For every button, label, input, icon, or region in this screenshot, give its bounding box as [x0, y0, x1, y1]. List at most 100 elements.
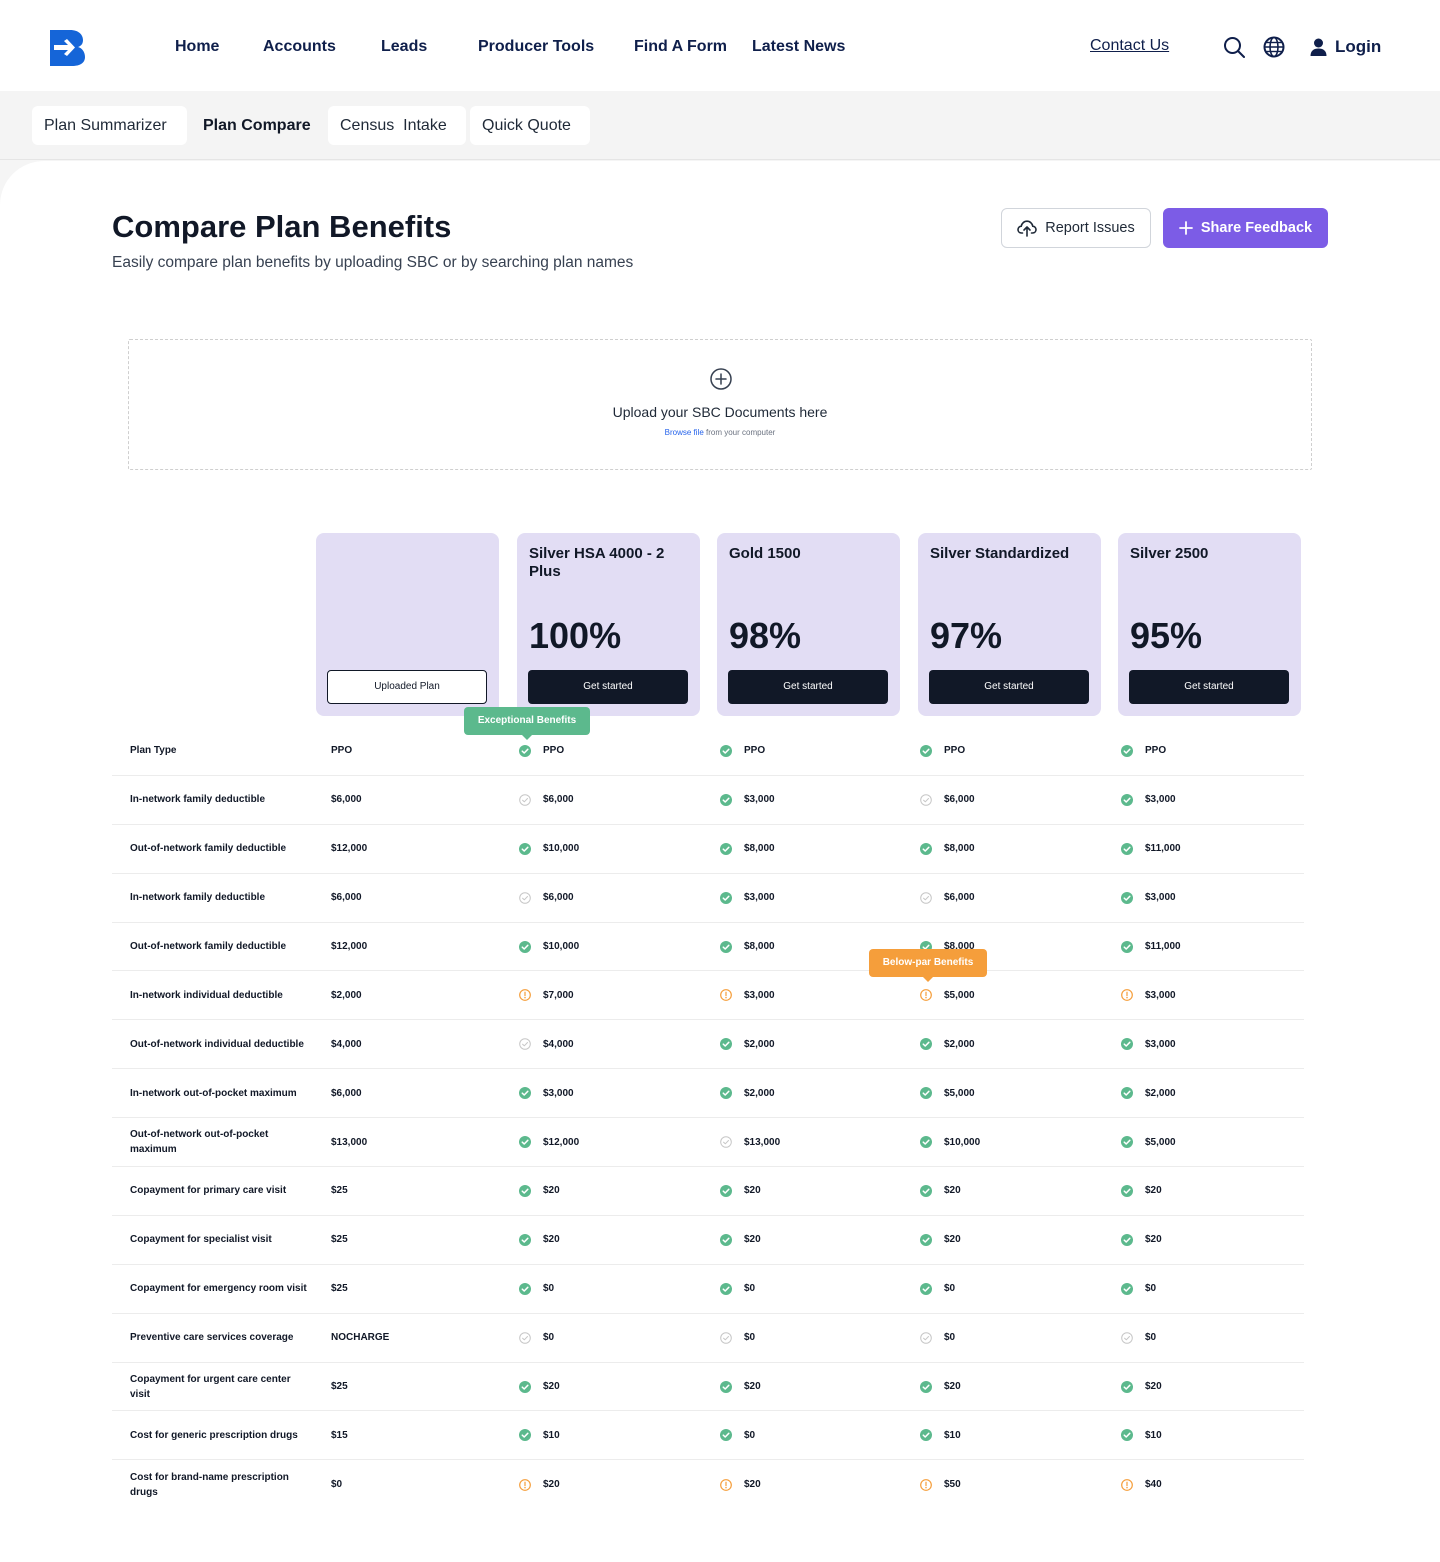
plan-value: $5,000: [944, 1087, 975, 1099]
plan-value: $3,000: [744, 989, 775, 1001]
plan-value: $8,000: [744, 843, 775, 855]
nav-producer-tools[interactable]: Producer Tools: [478, 38, 595, 55]
get-started-button[interactable]: Get started: [1129, 670, 1289, 704]
check-circle-icon: [519, 940, 531, 953]
check-circle-icon: [519, 744, 531, 757]
browse-file-link[interactable]: Browse file: [664, 428, 704, 437]
tab-plan-compare[interactable]: Plan Compare: [203, 117, 311, 134]
get-started-button[interactable]: Get started: [929, 670, 1089, 704]
plan-value: $3,000: [1145, 1038, 1176, 1050]
neutral-check-icon: [920, 794, 932, 806]
alert-circle-icon: [1121, 1478, 1133, 1491]
tab-plan-summarizer[interactable]: Plan Summarizer: [32, 106, 187, 145]
uploaded-plan-value: $13,000: [331, 1136, 368, 1148]
benefit-label: Cost for generic prescription drugs: [130, 1429, 298, 1441]
table-row: In-network family deductible $6,000 $6,000…: [112, 874, 1304, 923]
benefit-label: Out-of-network out-of-pocket maximum: [130, 1129, 269, 1156]
plan-value: $5,000: [1145, 1136, 1176, 1148]
plan-value-cell: PPO: [1121, 727, 1166, 775]
benefit-label: Cost for brand-name prescription drugs: [130, 1471, 289, 1498]
nav-home[interactable]: Home: [175, 38, 220, 55]
uploaded-plan-button[interactable]: Uploaded Plan: [327, 670, 487, 704]
check-circle-icon: [920, 1038, 932, 1051]
table-row: Copayment for urgent care center visit $2…: [112, 1363, 1304, 1412]
table-row: Cost for brand-name prescription drugs $0…: [112, 1460, 1304, 1509]
benefit-label: In-network out-of-pocket maximum: [130, 1087, 297, 1099]
benefit-label: Out-of-network individual deductible: [130, 1038, 304, 1050]
plan-value: $0: [1145, 1283, 1157, 1295]
plan-value: $0: [1145, 1332, 1157, 1344]
plan-value-cell: $0: [920, 1314, 955, 1362]
plan-value: $20: [744, 1185, 761, 1197]
plan-value-cell: $0: [519, 1314, 554, 1362]
check-circle-icon: [519, 1380, 531, 1393]
plan-value: $0: [744, 1283, 756, 1295]
plan-value-cell: $3,000: [720, 971, 775, 1019]
plan-value: $4,000: [543, 1038, 574, 1050]
plan-value-cell: $20: [519, 1363, 560, 1411]
plan-value-cell: $0: [519, 1265, 554, 1313]
plan-value-cell: $20: [519, 1460, 560, 1509]
table-row: Out-of-network individual deductible $4,0…: [112, 1020, 1304, 1070]
uploaded-plan-value: $2,000: [331, 989, 362, 1001]
sbc-upload-dropzone[interactable]: Upload your SBC Documents here Browse fi…: [128, 339, 1312, 470]
table-row: Plan Type PPO PPO PPO PPO PPO: [112, 727, 1304, 776]
globe-icon[interactable]: [1263, 36, 1285, 58]
nav-leads[interactable]: Leads: [381, 38, 428, 55]
check-circle-icon: [1121, 1380, 1133, 1393]
plan-value-cell: $0: [720, 1314, 755, 1362]
plan-value-cell: $3,000: [1121, 776, 1176, 824]
plan-value-cell: $3,000: [1121, 971, 1176, 1019]
plan-value-cell: $20: [720, 1363, 761, 1411]
share-feedback-button[interactable]: Share Feedback: [1163, 208, 1328, 248]
login-button[interactable]: Login: [1310, 37, 1381, 57]
nav-find-a-form[interactable]: Find A Form: [634, 38, 728, 55]
nav-accounts[interactable]: Accounts: [263, 38, 336, 55]
check-circle-icon: [720, 793, 732, 806]
upload-hint-text: from your computer: [703, 428, 776, 437]
check-circle-icon: [920, 1087, 932, 1100]
check-circle-icon: [720, 744, 732, 757]
get-started-button[interactable]: Get started: [728, 670, 888, 704]
check-circle-icon: [1121, 940, 1133, 953]
table-row: Out-of-network family deductible $12,000 $…: [112, 923, 1304, 972]
report-issues-button[interactable]: Report Issues: [1001, 208, 1151, 248]
tab-census-intake[interactable]: Census Intake: [328, 106, 466, 145]
plan-match-score: 97%: [930, 615, 1003, 656]
check-circle-icon: [720, 891, 732, 904]
plan-value: $20: [1145, 1234, 1162, 1246]
tab-quick-quote[interactable]: Quick Quote: [470, 106, 590, 145]
plan-value-cell: $0: [920, 1265, 955, 1313]
plan-value: $20: [744, 1479, 761, 1491]
plan-value-cell: $5,000: [920, 1069, 975, 1117]
plan-value: $20: [543, 1185, 560, 1197]
plan-value-cell: $3,000: [519, 1069, 574, 1117]
check-circle-icon: [1121, 744, 1133, 757]
upload-title: Upload your SBC Documents here: [612, 404, 828, 420]
plan-value: $3,000: [744, 794, 775, 806]
plan-value: $20: [543, 1234, 560, 1246]
neutral-check-icon: [720, 1136, 732, 1148]
uploaded-plan-value: $15: [331, 1429, 348, 1441]
benefit-label: Out-of-network family deductible: [130, 843, 287, 855]
plan-match-score: 95%: [1130, 615, 1203, 656]
check-circle-icon: [720, 1184, 732, 1197]
plan-value-cell: $10,000: [519, 825, 579, 873]
tool-tabs: Plan Summarizer Plan Compare Census Inta…: [0, 91, 1440, 160]
plan-value-cell: $5,000: [920, 971, 975, 1019]
get-started-button[interactable]: Get started: [528, 670, 688, 704]
nav-latest-news[interactable]: Latest News: [752, 38, 846, 55]
table-row: Preventive care services coverage NOCHARG…: [112, 1314, 1304, 1363]
contact-us-link[interactable]: Contact Us: [1090, 37, 1170, 54]
plan-name: Silver HSA 4000 - 2 Plus: [529, 545, 665, 580]
brand-logo[interactable]: [48, 28, 86, 68]
uploaded-plan-value: $25: [331, 1234, 348, 1246]
search-icon[interactable]: [1223, 36, 1245, 58]
plan-value: $13,000: [744, 1136, 781, 1148]
check-circle-icon: [920, 1429, 932, 1442]
plan-card: Gold 1500 98% Get started: [717, 533, 900, 716]
plan-value: PPO: [944, 745, 966, 757]
check-circle-icon: [1121, 1233, 1133, 1246]
uploaded-plan-value: $0: [331, 1479, 343, 1491]
plan-value: $20: [1145, 1381, 1162, 1393]
